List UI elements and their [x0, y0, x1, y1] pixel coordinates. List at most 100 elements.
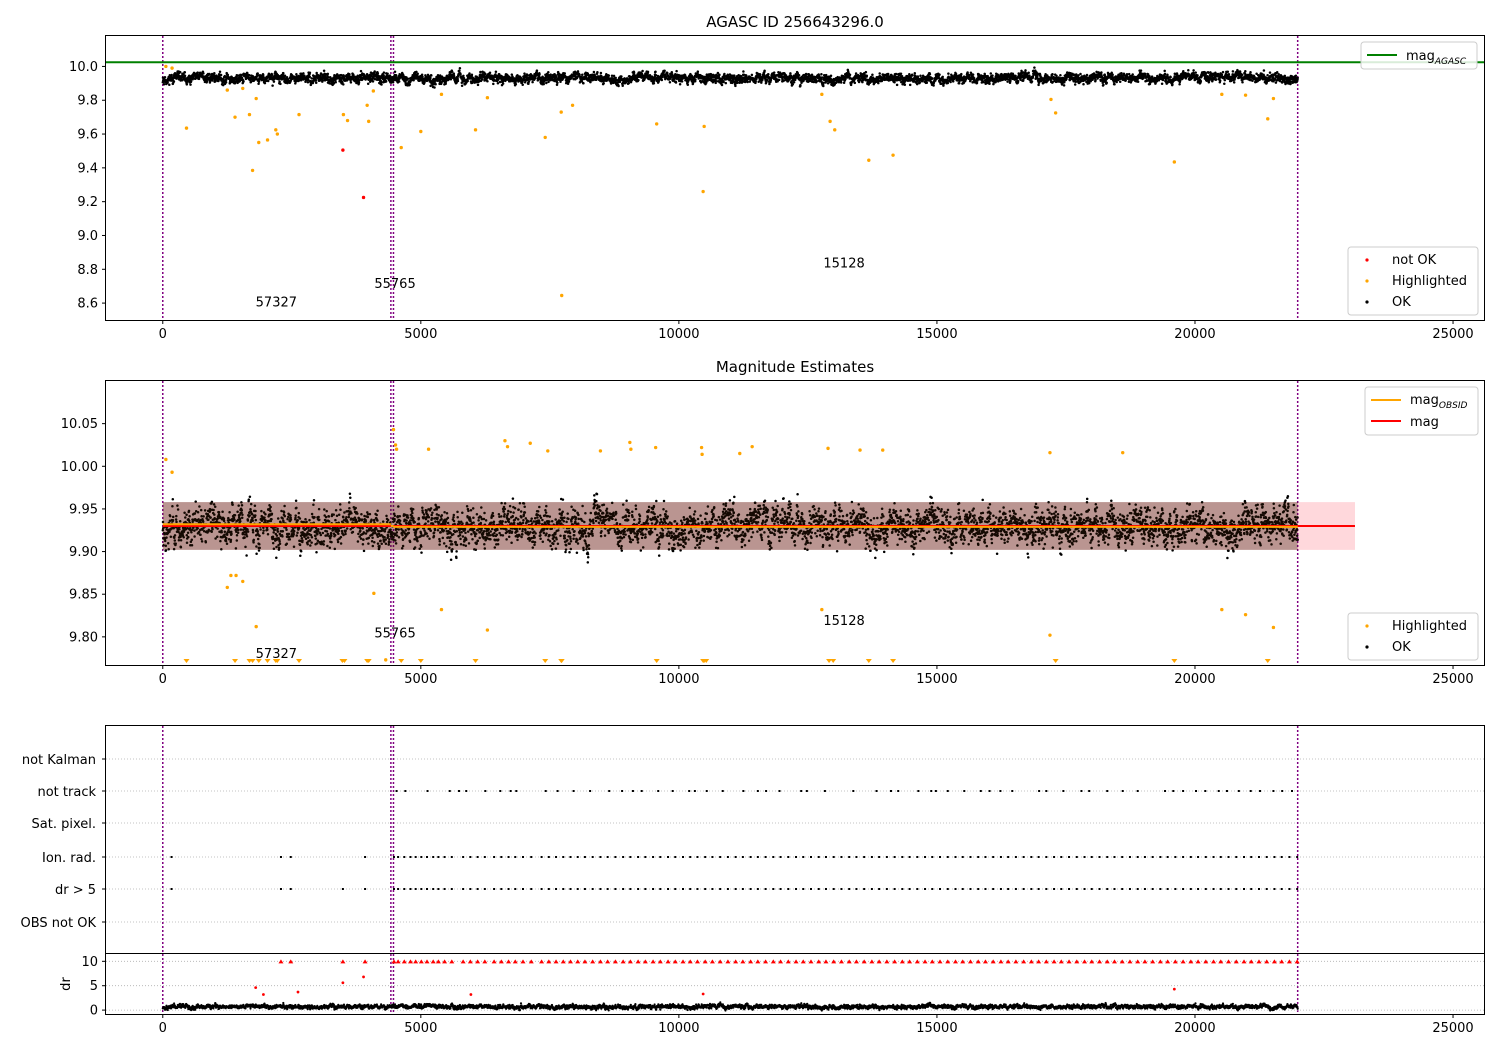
ok-point	[1006, 80, 1009, 83]
ok-point	[620, 75, 623, 78]
ok-point	[718, 73, 721, 77]
ok-point	[848, 73, 852, 77]
ok-point	[734, 84, 737, 88]
ok-point	[797, 74, 801, 77]
ok-point	[750, 73, 754, 77]
ok-point	[1196, 74, 1199, 77]
ok-point	[932, 84, 935, 87]
ok-point	[646, 70, 650, 74]
ok-point	[563, 72, 566, 75]
ok-point	[694, 78, 697, 81]
ok-point	[1113, 82, 1116, 86]
ok-point	[674, 81, 678, 84]
ok-point	[334, 80, 337, 84]
ok-point	[523, 72, 526, 75]
ok-point	[1218, 79, 1222, 82]
ok-point	[218, 70, 222, 73]
ok-point	[637, 78, 640, 82]
ok-point	[777, 78, 781, 82]
ok-point	[1131, 73, 1134, 76]
ok-point	[641, 69, 644, 73]
ok-point	[242, 79, 245, 83]
ok-point	[596, 70, 599, 74]
ok-point	[376, 72, 380, 75]
ok-point	[468, 72, 471, 75]
ok-point	[1240, 73, 1244, 77]
ok-point	[224, 81, 228, 84]
ok-point	[958, 82, 961, 85]
ok-point	[822, 81, 825, 85]
ok-point	[384, 80, 388, 83]
ok-point	[742, 70, 745, 73]
ok-point	[1221, 70, 1225, 74]
ok-point	[760, 81, 763, 84]
ok-point	[1033, 66, 1036, 69]
ok-point	[1244, 70, 1247, 73]
ok-point	[654, 70, 657, 74]
ok-point	[913, 71, 917, 75]
ok-point	[1059, 73, 1062, 77]
ok-point	[895, 83, 899, 87]
ok-point	[488, 71, 492, 75]
ok-point	[342, 74, 345, 77]
ok-point	[946, 81, 950, 85]
ok-point	[660, 78, 664, 82]
ok-point	[792, 81, 796, 84]
ok-point	[1241, 81, 1244, 84]
ok-point	[988, 82, 991, 86]
ok-point	[205, 80, 209, 83]
ok-point	[221, 83, 225, 87]
ok-point	[480, 78, 484, 81]
ok-point	[1085, 73, 1089, 77]
ok-point	[1118, 80, 1122, 84]
ok-point	[919, 74, 922, 78]
ok-point	[621, 84, 624, 87]
ok-point	[1094, 78, 1097, 82]
ok-point	[670, 70, 674, 74]
ok-point	[592, 70, 596, 74]
ok-point	[1016, 80, 1020, 84]
ok-point	[971, 73, 975, 76]
ok-point	[208, 72, 211, 76]
ok-point	[314, 78, 318, 82]
ok-point	[1030, 80, 1034, 83]
ok-point	[380, 80, 383, 84]
ok-point	[878, 72, 881, 75]
ok-point	[496, 82, 500, 85]
ok-point	[168, 83, 171, 86]
ok-point	[341, 80, 344, 84]
ok-point	[1163, 69, 1166, 73]
ok-point	[1115, 80, 1118, 84]
ok-point	[226, 73, 230, 77]
ok-point	[722, 80, 725, 84]
ok-point	[1223, 78, 1227, 82]
ok-point	[433, 86, 436, 89]
ok-point	[1079, 72, 1082, 76]
ok-point	[278, 80, 281, 83]
ok-point	[462, 77, 466, 80]
ok-point	[675, 69, 678, 73]
ok-point	[266, 79, 270, 83]
ok-point	[382, 71, 386, 74]
ok-point	[1136, 80, 1140, 83]
ok-point	[1160, 82, 1164, 85]
ok-point	[614, 76, 617, 80]
ok-point	[1194, 71, 1197, 74]
ok-point	[476, 83, 480, 87]
ok-point	[371, 80, 375, 83]
ok-point	[202, 72, 205, 75]
ok-point	[542, 82, 545, 86]
ok-point	[1100, 71, 1103, 74]
ok-point	[894, 72, 898, 76]
ok-point	[282, 71, 285, 75]
ok-point	[272, 80, 276, 83]
ok-point	[1171, 83, 1174, 86]
ok-point	[183, 70, 187, 74]
ok-point	[582, 81, 585, 85]
ok-point	[1111, 73, 1114, 76]
ok-point	[211, 79, 214, 82]
ok-point	[498, 80, 502, 84]
ok-point	[416, 72, 419, 76]
ok-point	[322, 69, 326, 73]
